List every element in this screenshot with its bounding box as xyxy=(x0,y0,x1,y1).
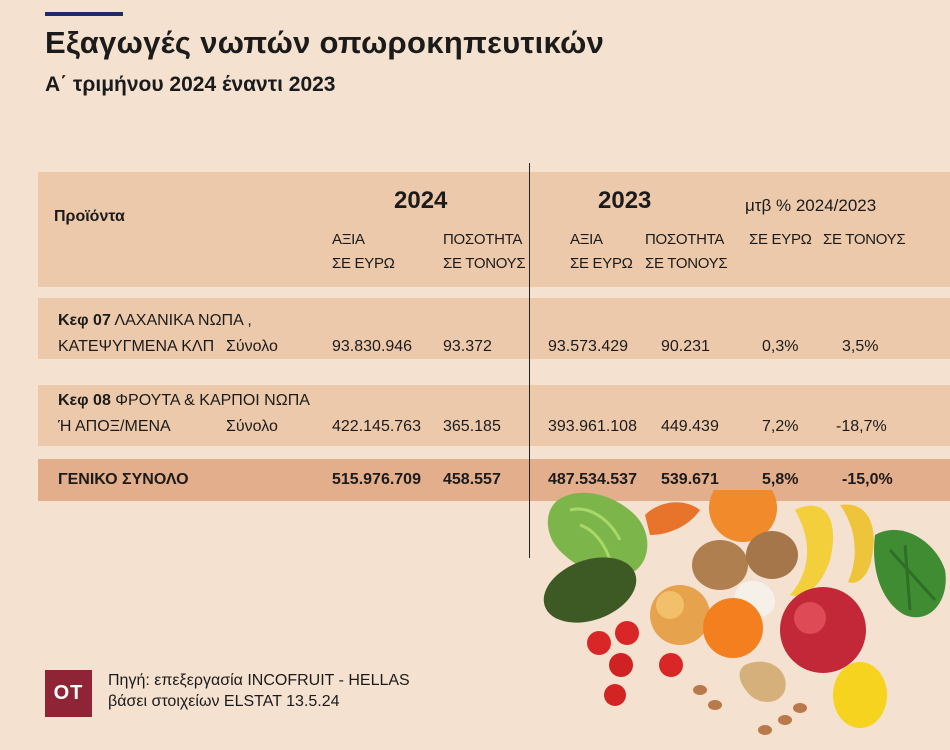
ot-logo: ΟΤ xyxy=(45,670,92,717)
table-row-label-2: ΚΑΤΕΨΥΓΜΕΝΑ ΚΛΠ xyxy=(58,338,215,355)
cell-qty-2024: 93.372 xyxy=(443,338,492,355)
total-change-qty: -15,0% xyxy=(842,471,893,488)
cell-value-2024: 93.830.946 xyxy=(332,338,413,355)
cell-qty-2023: 90.231 xyxy=(661,338,710,355)
grand-total-label: ΓΕΝΙΚΟ ΣΥΝΟΛΟ xyxy=(58,471,189,488)
table-row-total-label: Σύνολο xyxy=(226,338,278,355)
cell-change-value: 7,2% xyxy=(762,418,799,435)
accent-line xyxy=(45,12,123,16)
cell-change-qty: -18,7% xyxy=(836,418,887,435)
header-value-2024: ΑΞΙΑ ΣΕ ΕΥΡΩ xyxy=(332,231,395,272)
cell-value-2023: 393.961.108 xyxy=(548,418,637,435)
table-row-total-label: Σύνολο xyxy=(226,418,278,435)
header-year-2023: 2023 xyxy=(598,187,652,214)
table-row-label: Κεφ 08 ΦΡΟΥΤΑ & ΚΑΡΠΟΙ ΝΩΠΑ xyxy=(58,392,310,409)
header-year-2024: 2024 xyxy=(394,187,448,214)
table-row-label: Κεφ 07 ΛΑΧΑΝΙΚΑ ΝΩΠΑ , xyxy=(58,312,252,329)
header-products: Προϊόντα xyxy=(54,208,125,225)
total-change-value: 5,8% xyxy=(762,471,799,488)
header-change: μτβ % 2024/2023 xyxy=(745,196,877,215)
header-band xyxy=(38,172,950,287)
total-qty-2024: 458.557 xyxy=(443,471,501,488)
header-qty-2024: ΠΟΣΟΤΗΤΑ ΣΕ ΤΟΝΟΥΣ xyxy=(443,231,526,272)
row-band-kef08 xyxy=(38,385,950,446)
cell-value-2023: 93.573.429 xyxy=(548,338,629,355)
column-divider xyxy=(529,163,530,558)
cell-change-value: 0,3% xyxy=(762,338,799,355)
produce-illustration xyxy=(543,490,946,735)
cell-qty-2024: 365.185 xyxy=(443,418,501,435)
total-band xyxy=(38,459,950,501)
total-value-2023: 487.534.537 xyxy=(548,471,637,488)
total-qty-2023: 539.671 xyxy=(661,471,719,488)
header-value-2023: ΑΞΙΑ ΣΕ ΕΥΡΩ xyxy=(570,231,633,272)
header-qty-2023: ΠΟΣΟΤΗΤΑ ΣΕ ΤΟΝΟΥΣ xyxy=(645,231,728,272)
page-title: Εξαγωγές νωπών οπωροκηπευτικών xyxy=(45,25,605,60)
table-row-label-2: Ή ΑΠΟΞ/ΜΕΝΑ xyxy=(58,418,171,435)
header-change-value: ΣΕ ΕΥΡΩ xyxy=(749,231,812,248)
page-subtitle: Α΄ τριμήνου 2024 έναντι 2023 xyxy=(45,73,336,96)
row-band-kef07 xyxy=(38,298,950,359)
cell-change-qty: 3,5% xyxy=(842,338,879,355)
cell-value-2024: 422.145.763 xyxy=(332,418,421,435)
cell-qty-2023: 449.439 xyxy=(661,418,719,435)
header-change-qty: ΣΕ ΤΟΝΟΥΣ xyxy=(823,231,906,248)
source-note: Πηγή: επεξεργασία INCOFRUIT - HELLAS βάσ… xyxy=(108,672,410,710)
total-value-2024: 515.976.709 xyxy=(332,471,421,488)
